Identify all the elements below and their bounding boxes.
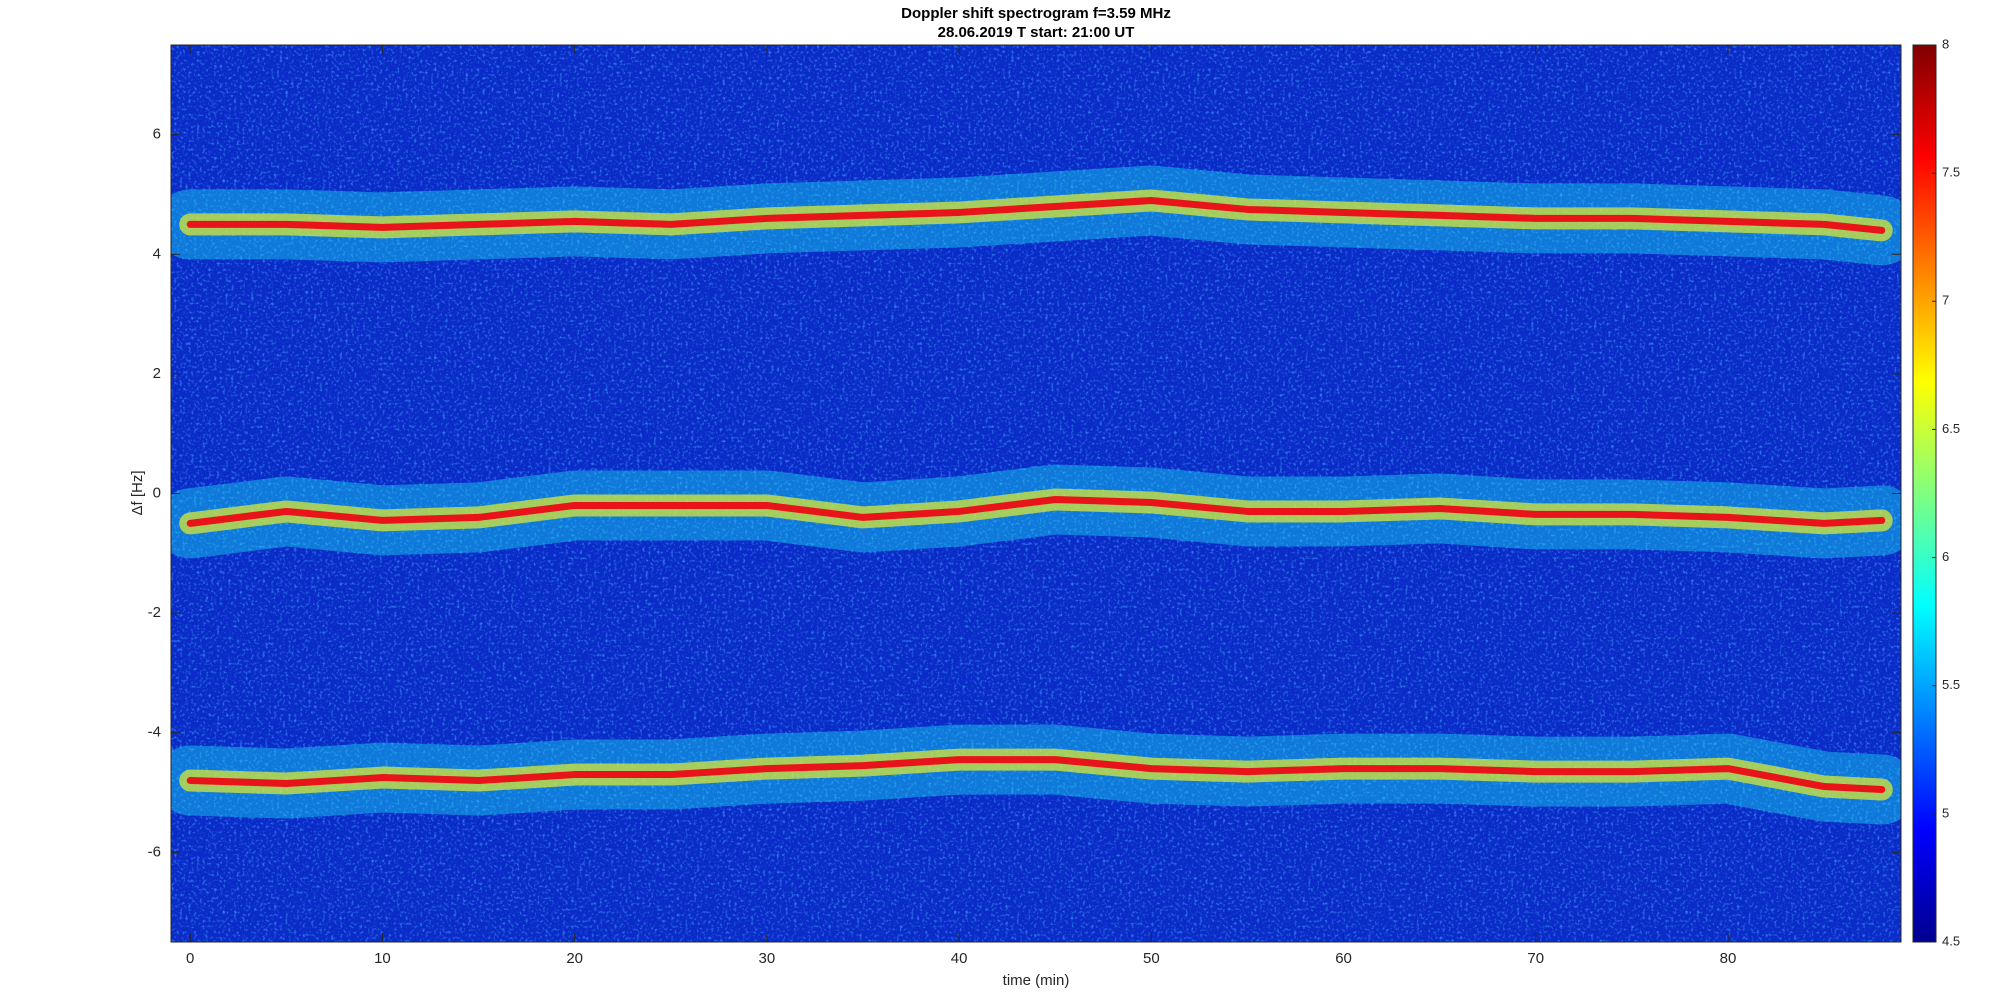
y-tick-label: 0 [153, 484, 161, 501]
colorbar-tick-label: 6 [1942, 549, 1949, 564]
chart-title: Doppler shift spectrogram f=3.59 MHz [901, 5, 1171, 22]
y-tick-label: -2 [148, 604, 161, 621]
y-tick-label: 6 [153, 126, 161, 143]
x-tick-label: 0 [186, 950, 194, 967]
colorbar-tick-label: 7 [1942, 293, 1949, 308]
x-tick-label: 80 [1720, 950, 1737, 967]
x-tick-label: 40 [951, 950, 968, 967]
x-axis-label: time (min) [1003, 972, 1070, 989]
colorbar-tick-label: 4.5 [1942, 933, 1960, 948]
colorbar-tick-label: 5.5 [1942, 677, 1960, 692]
x-tick-label: 10 [374, 950, 391, 967]
chart-subtitle: 28.06.2019 T start: 21:00 UT [938, 24, 1135, 41]
y-axis-label: Δf [Hz] [129, 470, 146, 515]
x-tick-label: 70 [1527, 950, 1544, 967]
colorbar-tick-label: 6.5 [1942, 421, 1960, 436]
band-line [186, 495, 1886, 527]
y-tick-label: -6 [148, 843, 161, 860]
x-tick-label: 60 [1335, 950, 1352, 967]
colorbar [1912, 44, 1937, 943]
y-tick-label: -4 [148, 724, 161, 741]
colorbar-tick-label: 5 [1942, 805, 1949, 820]
x-tick-label: 50 [1143, 950, 1160, 967]
bands [171, 165, 1901, 825]
band-line [186, 756, 1886, 794]
band-line [186, 196, 1886, 234]
y-tick-label: 4 [153, 245, 161, 262]
x-tick-label: 30 [759, 950, 776, 967]
colorbar-tick-label: 8 [1942, 36, 1949, 51]
colorbar-tick-label: 7.5 [1942, 165, 1960, 180]
x-tick-label: 20 [566, 950, 583, 967]
y-tick-label: 2 [153, 365, 161, 382]
